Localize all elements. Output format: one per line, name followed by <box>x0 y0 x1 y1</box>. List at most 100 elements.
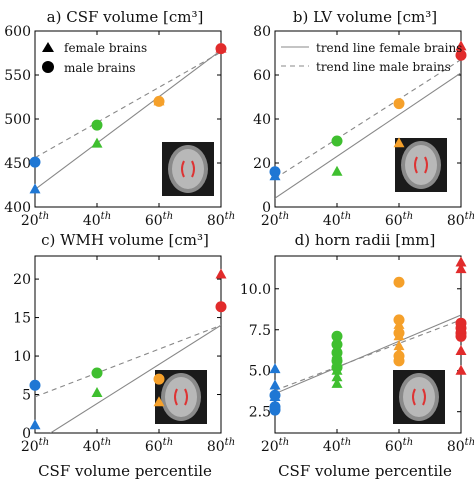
x-tick-label-c-1: 40th <box>83 437 111 455</box>
trend-line-male-c <box>35 324 221 398</box>
brain-mri-inset-d-tissue <box>403 377 435 417</box>
legend-trend-female-label: trend line female brains <box>316 41 462 55</box>
marker-female-b-1 <box>331 165 343 176</box>
trend-line-male-b <box>275 59 461 179</box>
x-tick-label-b-1: 40th <box>323 211 351 229</box>
brain-mri-inset-c-ventricles <box>174 388 188 406</box>
marker-female-b-3 <box>455 40 467 51</box>
y-tick-label-b-1: 20 <box>253 156 271 172</box>
marker-female-c-1 <box>91 386 103 397</box>
marker-female-d-7 <box>331 371 343 382</box>
marker-female-d-13 <box>393 351 405 362</box>
marker-female-d-10 <box>393 330 405 341</box>
marker-male-b-3 <box>455 49 467 61</box>
x-tick-label-a-3: 80th <box>207 211 235 229</box>
y-tick-label-a-4: 600 <box>4 24 31 40</box>
marker-female-d-5 <box>331 356 343 367</box>
panel-c: c) WMH volume [cm³] <box>41 231 209 249</box>
plot-frame-c <box>34 255 222 434</box>
x-tick-label-d-2: 60th <box>385 437 413 455</box>
x-tick-label-b-2: 60th <box>385 211 413 229</box>
y-tick-label-c-3: 15 <box>13 311 31 327</box>
y-tick-label-d-0: 2.5 <box>249 405 271 421</box>
brain-mri-inset-d-ventricles <box>412 388 426 406</box>
markers-a <box>29 42 227 194</box>
marker-female-d-17 <box>455 345 467 356</box>
marker-female-b-2 <box>393 137 405 148</box>
x-tick-label-c-0: 20th <box>21 437 49 455</box>
marker-male-a-0 <box>29 156 41 168</box>
marker-male-c-3 <box>215 301 227 313</box>
marker-female-c-0 <box>29 419 41 430</box>
trend-line-female-d <box>275 314 461 395</box>
legend-female-label: female brains <box>64 41 147 55</box>
y-tick-label-a-0: 400 <box>4 200 31 216</box>
marker-male-b-1 <box>331 135 343 147</box>
x-tick-label-d-0: 20th <box>261 437 289 455</box>
legend-male-marker <box>42 61 54 73</box>
marker-female-d-2 <box>269 390 281 401</box>
panel-c-title: c) WMH volume [cm³] <box>41 231 209 249</box>
marker-female-c-2 <box>153 396 165 407</box>
y-tick-label-d-1: 5.0 <box>249 364 271 380</box>
trend-line-female-a <box>35 49 221 190</box>
x-tick-label-d-3: 80th <box>447 437 474 455</box>
chart-d: 2.5 5.0 7.5 10.0 20th 40th 60th 80th <box>240 255 474 455</box>
panel-b: b) LV volume [cm³] <box>293 8 437 26</box>
panel-a: a) CSF volume [cm³] <box>47 8 204 26</box>
marker-female-a-2 <box>153 95 165 106</box>
marker-male-d-3 <box>331 330 343 342</box>
marker-female-d-3 <box>269 399 281 410</box>
marker-female-a-1 <box>91 137 103 148</box>
x-tick-label-b-0: 20th <box>261 211 289 229</box>
marker-female-d-11 <box>393 340 405 351</box>
marker-female-c-3 <box>215 268 227 279</box>
y-tick-label-a-2: 500 <box>4 112 31 128</box>
x-tick-label-b-3: 80th <box>447 211 474 229</box>
chart-c: 0 5 10 15 20 20th 40th 60th 80th <box>13 255 235 455</box>
brain-mri-inset-a-tissue <box>172 149 204 189</box>
x-tick-label-c-3: 80th <box>207 437 235 455</box>
trend-line-female-b <box>275 72 461 199</box>
markers-d <box>269 256 467 416</box>
marker-female-d-14 <box>455 256 467 267</box>
marker-male-d-4 <box>331 339 343 350</box>
x-axis-label-right: CSF volume percentile <box>278 462 452 480</box>
y-tick-label-c-1: 5 <box>22 388 31 404</box>
marker-female-a-3 <box>215 42 227 53</box>
x-tick-label-a-1: 40th <box>83 211 111 229</box>
y-tick-label-b-2: 40 <box>253 112 271 128</box>
x-tick-label-a-0: 20th <box>21 211 49 229</box>
marker-female-d-4 <box>331 348 343 359</box>
y-tick-label-d-3: 10.0 <box>240 282 271 298</box>
marker-male-d-8 <box>393 276 405 288</box>
marker-male-c-1 <box>91 367 103 379</box>
marker-female-d-16 <box>455 323 467 334</box>
x-tick-label-a-2: 60th <box>145 211 173 229</box>
brain-mri-inset-b-tissue <box>405 145 437 185</box>
x-axis-label-left: CSF volume percentile <box>38 462 212 480</box>
chart-a: 400 450 500 550 600 20th 40th 60th 80th <box>4 24 235 229</box>
marker-female-a-0 <box>29 183 41 194</box>
marker-male-c-0 <box>29 379 41 391</box>
chart-b: 0 20 40 60 80 20th 40th 60th 80th <box>253 24 474 229</box>
marker-female-d-15 <box>455 263 467 274</box>
marker-male-b-2 <box>393 98 405 110</box>
legend-trend-male-label: trend line male brains <box>316 60 451 74</box>
panel-b-title: b) LV volume [cm³] <box>293 8 437 26</box>
y-tick-label-c-4: 20 <box>13 272 31 288</box>
trend-line-male-d <box>275 319 461 391</box>
y-tick-label-a-3: 550 <box>4 68 31 84</box>
y-tick-label-c-2: 10 <box>13 349 31 365</box>
legend-male-label: male brains <box>64 61 136 75</box>
marker-female-d-9 <box>393 318 405 329</box>
y-tick-label-b-0: 0 <box>262 200 271 216</box>
brain-mri-inset-c-tissue <box>165 377 197 417</box>
plot-frame-d <box>274 255 462 434</box>
trend-line-female-c <box>50 324 221 433</box>
legend-panel-a: female brains male brains <box>42 41 147 75</box>
legend-panel-b: trend line female brains trend line male … <box>281 41 462 74</box>
legend-female-marker <box>42 42 54 52</box>
panel-d: d) horn radii [mm] <box>295 231 436 249</box>
